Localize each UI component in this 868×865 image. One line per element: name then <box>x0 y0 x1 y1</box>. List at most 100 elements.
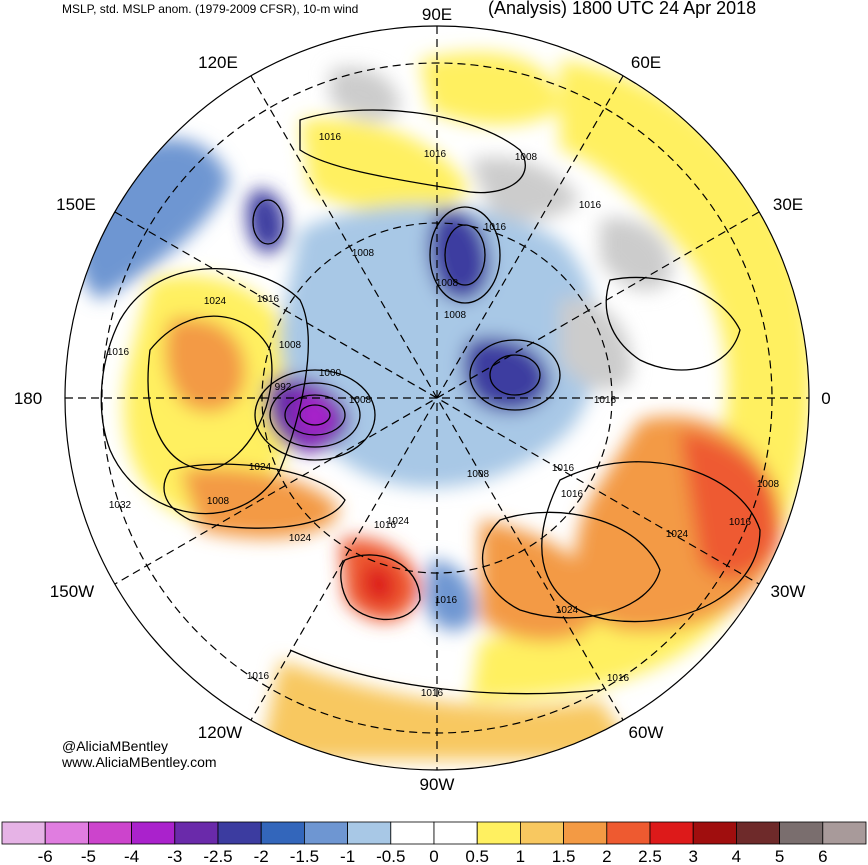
isobar-label: 1008 <box>207 496 230 507</box>
isobar-label: 1008 <box>515 152 538 163</box>
colorbar-tick-label: 1.5 <box>552 847 576 865</box>
isobar <box>469 339 561 411</box>
isobar-label: 1000 <box>319 368 342 379</box>
isobar-label: 1008 <box>279 340 302 351</box>
isobar-label: 1008 <box>436 278 459 289</box>
anomaly-positive-mongolia <box>420 52 560 125</box>
anomaly-negative-siberia <box>428 209 490 301</box>
isobar-label: 1016 <box>374 520 397 531</box>
isobar-label: 1032 <box>109 500 132 511</box>
colorbar-swatch <box>88 821 133 845</box>
isobar <box>299 109 526 194</box>
anomaly-positive-pacific-core <box>165 318 246 412</box>
longitude-label: 150E <box>56 195 96 214</box>
colorbar-swatch <box>390 821 435 845</box>
isobar-label: 1024 <box>387 516 410 527</box>
neutral-area-1 <box>470 157 580 221</box>
anomaly-peak-aleutian <box>298 394 334 436</box>
anomaly-positive-west-atlantic <box>480 520 600 642</box>
colorbar-tick-label: 4 <box>732 847 741 865</box>
isobar-label: 1016 <box>729 517 752 528</box>
colorbar-tick-label: -5 <box>81 847 96 865</box>
colorbar-tick-label: 1 <box>516 847 525 865</box>
anomaly-negative-east-na <box>425 560 476 631</box>
longitude-label: 120W <box>198 723 242 742</box>
map-title: (Analysis) 1800 UTC 24 Apr 2018 <box>488 0 757 18</box>
neutral-area-3 <box>560 298 632 391</box>
colorbar-tick-label: -1.5 <box>290 847 319 865</box>
isobar-label: 1016 <box>579 200 602 211</box>
isobar <box>340 554 421 621</box>
meridian <box>114 211 760 585</box>
isobar-label: 992 <box>275 382 292 393</box>
isobar <box>269 382 361 448</box>
isobar-label: 1024 <box>249 462 272 473</box>
isobar <box>489 354 541 396</box>
isobar-label: 1016 <box>594 395 617 406</box>
colorbar-tick-label: -0.5 <box>376 847 405 865</box>
colorbar-tick-label: 0 <box>429 847 438 865</box>
colorbar-swatch <box>520 821 565 845</box>
isobar-label: 1024 <box>556 605 579 616</box>
colorbar-swatch <box>822 821 867 845</box>
isobar-label: 1016 <box>319 132 342 143</box>
colorbar-tick-label: -2 <box>254 847 269 865</box>
isobar-label: 1016 <box>561 489 584 500</box>
colorbar-tick-label: 0.5 <box>465 847 489 865</box>
isobar <box>163 463 346 529</box>
isobar <box>254 369 376 461</box>
isobar-label: 1016 <box>421 688 444 699</box>
colorbar-swatch <box>347 821 392 845</box>
isobar-label: 1016 <box>435 595 458 606</box>
colorbar-tick-label: -2.5 <box>203 847 232 865</box>
isobar-label: 1016 <box>607 673 630 684</box>
colorbar-tick-label: -3 <box>167 847 182 865</box>
longitude-label: 0 <box>821 389 830 408</box>
isobar-label: 1024 <box>204 296 227 307</box>
anomaly-positive-east-atlantic <box>680 430 782 578</box>
longitude-label: 90E <box>422 5 452 24</box>
longitude-label: 30E <box>773 195 803 214</box>
colorbar-swatch <box>303 821 348 845</box>
colorbar-tick-label: -6 <box>38 847 53 865</box>
longitude-label: 60E <box>631 53 661 72</box>
isobar <box>605 276 741 371</box>
isobar <box>299 404 331 426</box>
colorbar-swatch <box>736 821 781 845</box>
isobars <box>100 109 761 695</box>
isobar-label: 1016 <box>424 149 447 160</box>
isobar-label: 1008 <box>349 395 372 406</box>
colorbar-swatch <box>217 821 262 845</box>
anomaly-peak-western-na <box>362 564 396 605</box>
colorbar-tick-label: 6 <box>818 847 827 865</box>
colorbar-swatch <box>174 821 219 845</box>
colorbar-tick-label: -1 <box>340 847 355 865</box>
colorbar-swatch <box>649 821 694 845</box>
neutral-area-4 <box>330 67 400 121</box>
colorbar-swatch <box>433 821 478 845</box>
longitude-labels: 90E 60E 30E 0 30W 60W 90W 120W 150W 180 150E 120E <box>14 5 831 794</box>
colorbar-swatch <box>692 821 737 845</box>
colorbar-swatch <box>260 821 305 845</box>
anomaly-positive-asia <box>300 118 470 213</box>
isobar-label: 1016 <box>107 347 130 358</box>
colorbar-tick-label: 2 <box>602 847 611 865</box>
colorbar-swatch <box>44 821 89 845</box>
colorbar-tick-label: 2.5 <box>638 847 662 865</box>
anomaly-positive-south <box>260 660 640 760</box>
isobar <box>481 511 661 619</box>
isobar <box>147 315 273 471</box>
colorbar: -6 -5 -4 -3 -2.5 -2 -1.5 -1 -0.5 0 0.5 1 1.5 2 2.5 3 4 5 6 <box>1 821 867 865</box>
isobar-label: 1016 <box>247 671 270 682</box>
longitude-label: 90W <box>420 775 455 794</box>
credit-handle: @AliciaMBentley <box>62 738 169 754</box>
isobar-label: 1008 <box>757 479 780 490</box>
colorbar-tick-label: 5 <box>775 847 784 865</box>
isobar-label: 1016 <box>552 463 575 474</box>
colorbar-swatch <box>131 821 176 845</box>
colorbar-swatch <box>606 821 651 845</box>
anomaly-negative-canada <box>463 337 550 412</box>
colorbar-swatch <box>563 821 608 845</box>
colorbar-tick-label: 3 <box>688 847 697 865</box>
anomaly-shading <box>76 52 809 760</box>
